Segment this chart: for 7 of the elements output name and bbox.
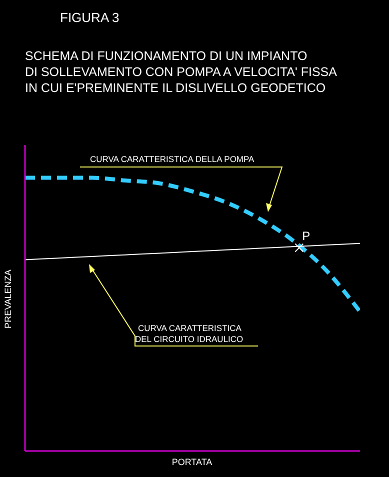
x-axis-title: PORTATA: [170, 457, 214, 467]
text: CURVA CARATTERISTICA DELLA POMPA: [90, 154, 255, 164]
annotation: CURVA CARATTERISTICA DEL CIRCUITO IDRAULICO: [135, 323, 244, 344]
chart-subtitle: SCHEMA DI FUNZIONAMENTO DI UN IMPIANTO DI SOLLEVAMENTO CON POMPA A VELOCITA' FISSA IN CUI E'PREMINENTE IL DISLIVELLO GEODETICO: [25, 48, 337, 96]
y-axis-title: PREVALENZA: [3, 268, 13, 330]
annotation: P: [302, 228, 310, 243]
chart-title: FIGURA 3: [60, 10, 120, 25]
